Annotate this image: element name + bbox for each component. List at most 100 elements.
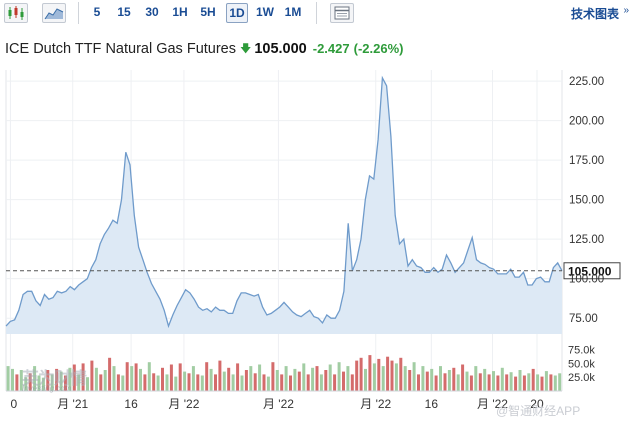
volume-bar — [540, 376, 544, 391]
double-chevron-right-icon[interactable]: » — [623, 5, 629, 16]
instrument-title: ICE Dutch TTF Natural Gas Futures — [5, 41, 236, 57]
volume-bar — [333, 374, 337, 391]
volume-bar — [430, 368, 434, 391]
investing-logo: 英为财情 — [22, 369, 87, 388]
table-view-icon-graphic — [334, 6, 350, 20]
volume-bar — [487, 374, 491, 391]
volume-bar — [249, 366, 253, 391]
volume-bar — [434, 375, 438, 391]
volume-bar — [399, 357, 403, 391]
volume-bar — [68, 367, 72, 391]
volume-bar — [222, 371, 226, 391]
x-tick-label: 月 '22 — [360, 397, 391, 411]
volume-bar — [381, 366, 385, 391]
volume-bar — [297, 371, 301, 391]
volume-bar — [478, 373, 482, 391]
volume-bar — [50, 374, 54, 391]
volume-bar — [509, 372, 513, 391]
volume-bar — [152, 373, 156, 391]
volume-bar — [500, 367, 504, 391]
volume-tick-label: 25.0k — [568, 372, 595, 384]
volume-bar — [227, 367, 231, 391]
volume-bar — [72, 364, 76, 391]
volume-bar — [284, 366, 288, 391]
toolbar-separator — [316, 2, 317, 24]
volume-bar — [368, 355, 372, 391]
period-1w[interactable]: 1W — [256, 5, 274, 19]
period-5h[interactable]: 5H — [200, 5, 216, 19]
volume-bar — [306, 374, 310, 391]
candlestick-icon[interactable] — [4, 3, 28, 23]
volume-bar — [350, 374, 354, 391]
volume-bar — [253, 373, 257, 391]
volume-bar — [125, 362, 129, 391]
volume-bar — [94, 367, 98, 391]
volume-bar — [302, 363, 306, 391]
volume-bar — [425, 371, 429, 391]
volume-bar — [293, 368, 297, 391]
period-30[interactable]: 30 — [145, 5, 159, 19]
volume-bar — [11, 368, 14, 391]
volume-bar — [55, 368, 59, 391]
down-arrow-icon: 🡇 — [240, 43, 252, 55]
volume-bar — [187, 373, 191, 391]
volume-bar — [289, 375, 292, 391]
volume-bar — [496, 375, 500, 391]
y-tick-label: 100.00 — [569, 274, 604, 286]
volume-bar — [103, 370, 107, 391]
volume-bar — [549, 374, 553, 391]
volume-bar — [461, 364, 465, 391]
period-5[interactable]: 5 — [93, 5, 101, 19]
volume-bar — [28, 373, 32, 391]
volume-bar — [90, 360, 94, 391]
volume-bar — [218, 360, 222, 391]
chart-axes: 75.00 100.00 125.00 150.00 175.00 200.00 225.0… — [6, 76, 604, 411]
price-change-percent: (-2.26%) — [353, 41, 404, 56]
volume-bar — [505, 374, 509, 391]
period-1m[interactable]: 1M — [284, 5, 302, 19]
volume-bar — [165, 374, 169, 391]
volume-bar — [262, 374, 266, 391]
volume-bar — [390, 360, 394, 391]
watermark: @智通财经APP — [496, 404, 581, 418]
volume-bar — [143, 374, 147, 391]
volume-bar — [439, 366, 442, 391]
volume-bar — [456, 374, 460, 391]
volume-bar — [518, 370, 522, 391]
volume-bar — [258, 364, 262, 391]
volume-bar — [386, 356, 390, 391]
y-tick-label: 75.00 — [569, 313, 598, 325]
volume-bar — [116, 374, 120, 391]
volume-bar — [275, 370, 279, 391]
technical-chart-link[interactable]: 技术图表 — [570, 7, 619, 21]
area-chart-icon[interactable] — [42, 3, 66, 23]
volume-bar — [183, 371, 187, 391]
volume-bar — [41, 377, 45, 391]
x-tick-label: 16 — [124, 397, 138, 411]
price-area-fill — [6, 77, 562, 335]
volume-bar — [200, 375, 204, 391]
table-view-icon[interactable] — [330, 3, 354, 23]
volume-bar — [469, 375, 473, 391]
volume-bar — [558, 373, 562, 391]
volume-bar — [315, 366, 319, 391]
period-15[interactable]: 15 — [117, 5, 131, 19]
volume-bar — [64, 375, 67, 391]
y-tick-label: 150.00 — [569, 195, 604, 207]
current-price-tag — [563, 262, 621, 280]
volume-bar — [372, 363, 376, 391]
volume-bar — [377, 358, 381, 391]
volume-bar — [266, 376, 270, 391]
volume-bar — [553, 375, 557, 391]
period-1d[interactable]: 1D — [226, 3, 248, 23]
y-tick-label: 175.00 — [569, 155, 604, 167]
volume-bar — [412, 362, 416, 391]
volume-bar — [214, 374, 217, 391]
volume-bar — [531, 368, 535, 391]
volume-bar — [522, 375, 526, 391]
x-tick-label: 月 '21 — [57, 397, 88, 411]
period-1h[interactable]: 1H — [172, 5, 188, 19]
volume-bar — [394, 363, 398, 391]
volume-bar — [196, 374, 200, 391]
